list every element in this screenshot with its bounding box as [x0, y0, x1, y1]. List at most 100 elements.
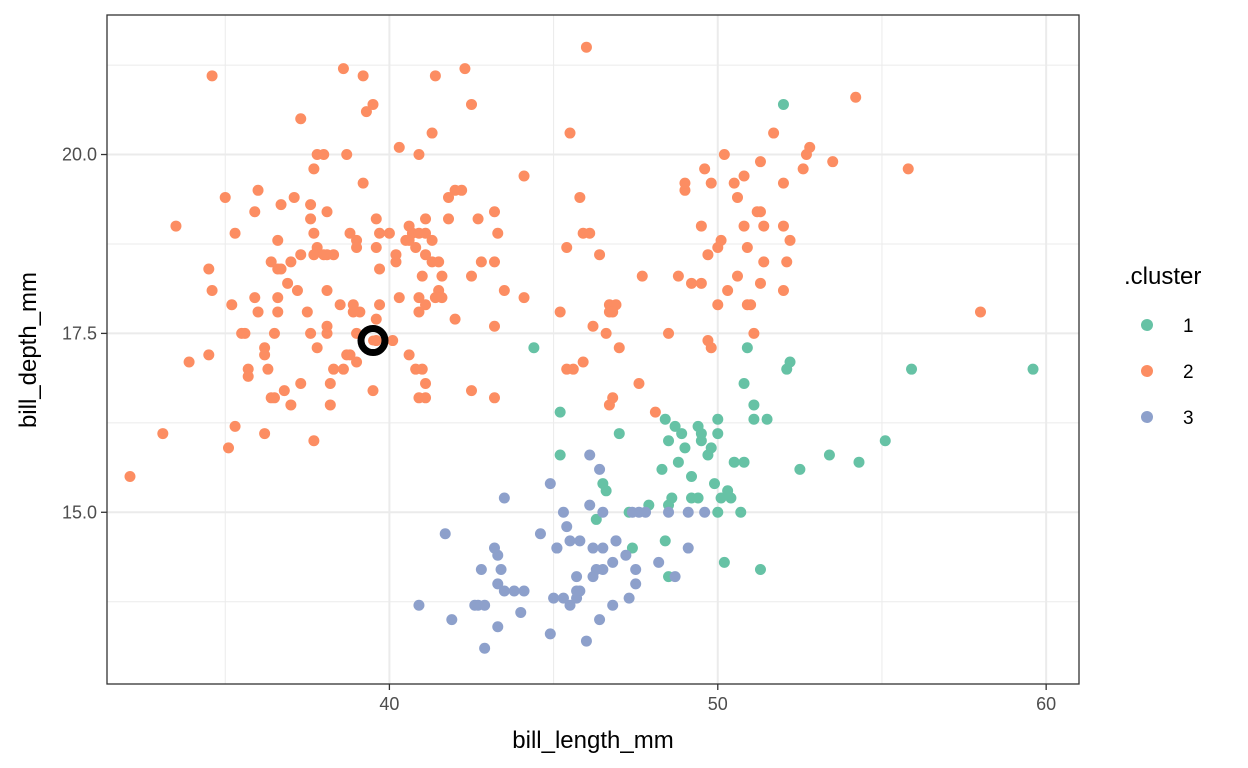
data-point-cluster-3: [669, 571, 681, 583]
data-point-cluster-1: [738, 377, 750, 389]
data-point-cluster-3: [479, 642, 491, 654]
data-point-cluster-3: [557, 592, 569, 604]
data-point-cluster-1: [669, 420, 681, 432]
data-point-cluster-2: [475, 256, 487, 268]
data-point-cluster-1: [663, 435, 675, 447]
data-point-cluster-1: [626, 542, 638, 554]
data-point-cluster-1: [748, 399, 760, 411]
data-point-cluster-2: [472, 213, 484, 225]
data-point-cluster-2: [206, 70, 218, 82]
data-point-cluster-2: [282, 277, 294, 289]
data-point-cluster-2: [751, 206, 763, 218]
data-point-cluster-2: [259, 349, 271, 361]
data-point-cluster-2: [416, 363, 428, 375]
data-point-cluster-1: [676, 428, 688, 440]
legend-key-cluster-3: [1141, 411, 1153, 423]
data-point-cluster-2: [564, 127, 576, 139]
data-point-cluster-2: [777, 220, 789, 232]
data-point-cluster-2: [301, 306, 313, 318]
data-point-cluster-2: [403, 349, 415, 361]
data-point-cluster-1: [600, 485, 612, 497]
data-point-cluster-2: [341, 349, 353, 361]
y-axis-title: bill_depth_mm: [15, 272, 42, 428]
data-point-cluster-3: [587, 542, 599, 554]
data-point-cluster-2: [265, 392, 277, 404]
data-point-cluster-2: [318, 149, 330, 161]
data-point-cluster-1: [656, 463, 668, 475]
data-point-cluster-2: [291, 284, 303, 296]
data-point-cluster-2: [518, 292, 530, 304]
data-point-cluster-2: [712, 242, 724, 254]
data-point-cluster-2: [295, 113, 307, 125]
data-point-cluster-3: [594, 463, 606, 475]
data-point-cluster-2: [804, 141, 816, 153]
data-point-cluster-2: [600, 327, 612, 339]
data-point-cluster-2: [649, 406, 661, 418]
data-point-cluster-2: [426, 127, 438, 139]
data-point-cluster-2: [498, 284, 510, 296]
data-point-cluster-2: [219, 191, 231, 203]
data-point-cluster-2: [607, 392, 619, 404]
data-point-cluster-2: [203, 349, 215, 361]
data-point-cluster-2: [702, 249, 714, 261]
highlight-ring: [357, 325, 389, 357]
data-point-cluster-1: [554, 449, 566, 461]
data-point-cluster-2: [393, 292, 405, 304]
data-point-cluster-2: [636, 270, 648, 282]
data-point-cluster-2: [731, 191, 743, 203]
data-point-cluster-2: [285, 399, 297, 411]
data-point-cluster-1: [725, 492, 737, 504]
data-point-cluster-2: [466, 98, 477, 110]
data-point-cluster-2: [239, 327, 251, 339]
data-point-cluster-2: [328, 249, 340, 261]
data-point-cluster-2: [974, 306, 986, 318]
data-point-cluster-3: [495, 564, 507, 576]
data-point-cluster-2: [456, 184, 468, 196]
data-point-cluster-2: [370, 313, 382, 325]
data-point-cluster-2: [488, 256, 500, 268]
data-point-cluster-2: [459, 63, 471, 75]
data-point-cluster-1: [679, 442, 691, 454]
legend-label-cluster-3: 3: [1183, 408, 1194, 429]
data-point-cluster-2: [183, 356, 195, 368]
data-point-cluster-3: [584, 499, 596, 511]
data-point-cluster-3: [682, 506, 694, 518]
data-point-cluster-2: [679, 177, 691, 189]
data-point-cluster-1: [613, 428, 625, 440]
data-point-cluster-2: [426, 256, 438, 268]
data-point-cluster-2: [305, 327, 317, 339]
data-point-cluster-3: [413, 599, 425, 611]
data-point-cluster-3: [640, 506, 652, 518]
data-point-cluster-3: [544, 628, 556, 640]
data-point-cluster-2: [731, 270, 743, 282]
data-point-cluster-2: [400, 234, 412, 246]
data-point-cluster-2: [337, 363, 349, 375]
data-point-cluster-2: [436, 270, 448, 282]
data-point-cluster-2: [226, 299, 238, 311]
data-point-cluster-2: [272, 306, 284, 318]
data-point-cluster-1: [777, 98, 789, 110]
data-point-cluster-2: [633, 377, 645, 389]
legend: .cluster 1 2 3: [1124, 263, 1201, 429]
data-point-cluster-3: [653, 556, 665, 568]
data-point-cluster-2: [686, 277, 698, 289]
data-point-cluster-1: [686, 471, 698, 482]
data-point-cluster-1: [748, 413, 760, 425]
data-point-cluster-2: [367, 385, 379, 397]
data-point-cluster-2: [607, 306, 619, 318]
data-point-cluster-2: [420, 377, 432, 389]
data-point-cluster-2: [305, 199, 317, 211]
data-point-cluster-2: [321, 284, 333, 296]
data-point-cluster-1: [554, 406, 566, 418]
data-point-cluster-2: [295, 377, 307, 389]
data-point-cluster-2: [781, 256, 793, 268]
data-point-cluster-2: [420, 227, 432, 239]
data-point-cluster-2: [587, 320, 599, 332]
data-point-cluster-2: [413, 392, 425, 404]
data-point-cluster-2: [324, 377, 336, 389]
data-point-cluster-2: [518, 170, 530, 182]
data-point-cluster-3: [630, 578, 642, 590]
data-point-cluster-2: [295, 249, 307, 261]
data-point-cluster-2: [466, 270, 477, 282]
data-point-cluster-2: [718, 149, 730, 161]
